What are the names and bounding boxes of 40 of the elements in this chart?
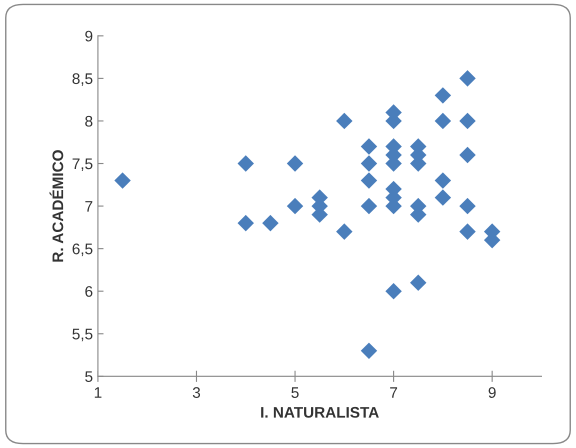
point [459, 146, 476, 164]
point [459, 112, 476, 130]
point [336, 112, 353, 130]
point [360, 155, 378, 172]
y-axis-title: R. ACADÉMICO [50, 150, 64, 262]
point [286, 198, 304, 214]
point [434, 112, 452, 130]
x-tick-label: 1 [94, 387, 102, 398]
x-tick-label: 3 [192, 387, 200, 398]
point [385, 282, 402, 300]
y-tick-label: 5 [85, 371, 92, 382]
x-tick-label: 5 [291, 387, 299, 398]
point [238, 155, 254, 172]
point [262, 214, 279, 232]
point [360, 172, 378, 189]
y-tick-label: 6,5 [72, 244, 92, 256]
y-tick-label: 8,5 [72, 73, 92, 86]
point [434, 172, 452, 189]
y-tick-label: 5,5 [72, 328, 92, 342]
x-axis-title: I. NATURALISTA [261, 406, 379, 418]
y-tick-label: 6 [85, 286, 92, 297]
point [360, 198, 378, 214]
x-tick-label: 9 [488, 387, 496, 398]
y-tick-label: 7 [85, 201, 92, 212]
point [238, 214, 254, 232]
point [286, 155, 304, 172]
point [336, 223, 353, 240]
y-tick-label: 7,5 [72, 158, 92, 172]
point [360, 138, 378, 155]
point [410, 274, 426, 291]
y-tick-label: 9 [85, 30, 92, 42]
point [114, 172, 131, 189]
point [459, 223, 476, 240]
point [459, 70, 476, 87]
point [434, 87, 452, 104]
point [459, 198, 476, 214]
point [360, 342, 378, 359]
point [434, 189, 452, 206]
x-tick-label: 7 [390, 387, 398, 398]
y-tick-label: 8 [85, 116, 92, 127]
